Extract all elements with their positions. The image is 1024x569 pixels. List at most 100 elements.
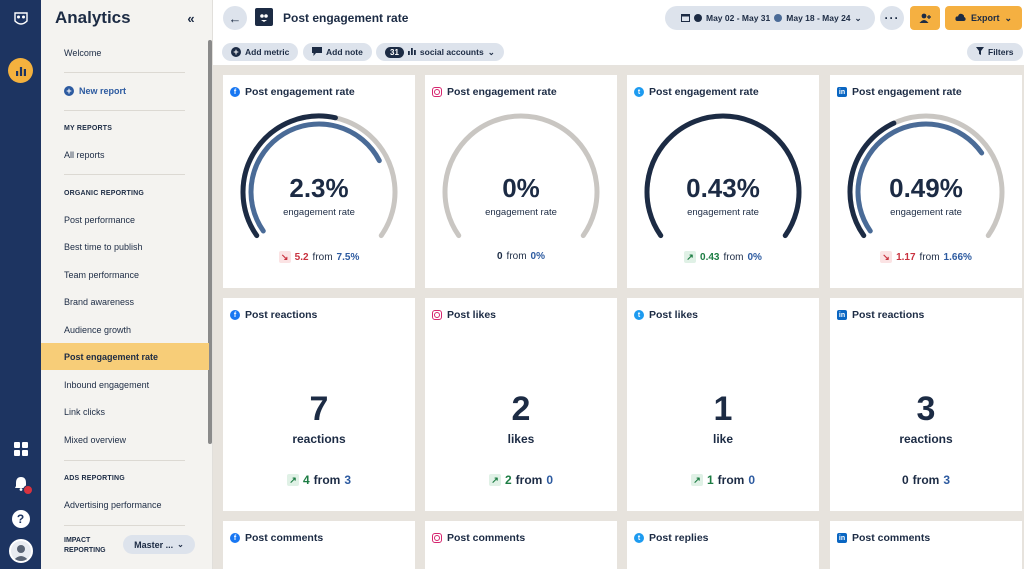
sidebar-item-all-reports[interactable]: All reports [64, 149, 105, 160]
chevron-down-icon: ⌄ [854, 12, 862, 23]
instagram-icon [432, 310, 442, 320]
more-options-icon[interactable]: ··· [880, 6, 904, 30]
sidebar-divider [64, 460, 185, 461]
instagram-icon [432, 87, 442, 97]
engagement-label: engagement rate [687, 207, 759, 218]
new-report-button[interactable]: + New report [64, 86, 126, 96]
metric-card: Post likes 2 likes ↗ 2 from 0 [425, 298, 617, 511]
comparison-row: ↗ 4 from 3 [223, 473, 415, 487]
card-title: in Post reactions [837, 309, 925, 321]
plus-icon: + [64, 86, 74, 96]
share-user-icon[interactable] [910, 6, 940, 30]
add-metric-button[interactable]: + Add metric [222, 43, 299, 61]
comparison-row: ↗ 2 from 0 [425, 473, 617, 487]
metric-label: likes [507, 432, 535, 446]
add-metric-label: Add metric [245, 47, 290, 57]
gauge-compare-arc [248, 121, 382, 234]
section-heading-my-reports: MY REPORTS [64, 125, 113, 132]
chevron-down-icon: ⌄ [1004, 12, 1013, 23]
sidebar-item-advertising-performance[interactable]: Advertising performance [64, 499, 162, 510]
user-avatar[interactable] [8, 538, 33, 563]
add-note-button[interactable]: Add note [303, 43, 372, 61]
trend-up-icon: ↗ [684, 251, 697, 263]
sidebar-item-mixed-overview[interactable]: Mixed overview [64, 434, 127, 445]
comparison-row: ↘ 1.17 from 1.66% [830, 251, 1022, 263]
sidebar-divider [64, 174, 185, 175]
metric-card: f Post reactions 7 reactions ↗ 4 from 3 [223, 298, 415, 511]
card-title: Post comments [432, 532, 525, 544]
card-title: t Post likes [634, 309, 698, 321]
metrics-grid: f Post engagement rate 2.3% engagement ra… [213, 66, 1024, 569]
gauge-compare-arc [855, 121, 985, 234]
card-title: f Post engagement rate [230, 86, 355, 98]
trend-down-icon: ↘ [880, 251, 893, 263]
metric-card: in Post reactions 3 reactions 0 from 3 [830, 298, 1022, 511]
engagement-gauge [240, 113, 398, 239]
engagement-value: 0.49% [889, 173, 963, 203]
page-title: Post engagement rate [283, 11, 409, 25]
card-title: Post engagement rate [432, 86, 557, 98]
date-range-primary: May 02 - May 31 [706, 13, 771, 23]
gauge-current-arc [644, 113, 802, 239]
trend-up-icon: ↗ [488, 474, 501, 486]
sidebar-item-inbound-engagement[interactable]: Inbound engagement [64, 379, 150, 390]
metric-card: Post comments [425, 521, 617, 569]
card-title: Post likes [432, 309, 496, 321]
sidebar-item-link-clicks[interactable]: Link clicks [64, 406, 106, 417]
sidebar-item-audience-growth[interactable]: Audience growth [64, 324, 132, 335]
cloud-download-icon [955, 13, 966, 24]
twitter-icon: t [634, 310, 644, 320]
engagement-value: 0.43% [686, 173, 760, 203]
engagement-label: engagement rate [890, 207, 962, 218]
app-rail: ? [0, 0, 41, 569]
apps-grid-icon[interactable] [8, 436, 33, 461]
trend-up-icon: ↗ [286, 474, 299, 486]
report-owl-icon [255, 8, 273, 26]
note-icon [312, 46, 322, 58]
date-range-picker[interactable]: May 02 - May 31 May 18 - May 24 ⌄ [665, 6, 875, 30]
help-icon[interactable]: ? [8, 506, 33, 531]
notifications-bell-icon[interactable] [8, 471, 33, 496]
linkedin-icon: in [837, 87, 847, 97]
sidebar-item-post-engagement-rate[interactable]: Post engagement rate [41, 343, 209, 370]
impact-report-select[interactable]: Master ... ⌄ [123, 535, 195, 554]
compare-range-swatch [774, 14, 783, 22]
export-button[interactable]: Export ⌄ [945, 6, 1022, 30]
collapse-sidebar-icon[interactable]: « [187, 10, 195, 26]
sidebar-divider [64, 525, 185, 526]
sidebar-item-welcome[interactable]: Welcome [64, 47, 102, 58]
export-label: Export [970, 13, 1000, 23]
engagement-label: engagement rate [283, 207, 355, 218]
sidebar-item-team-performance[interactable]: Team performance [64, 269, 140, 280]
back-arrow-icon[interactable]: ← [223, 6, 247, 30]
comparison-row: ↗ 1 from 0 [627, 473, 819, 487]
metric-label: like [712, 432, 733, 446]
linkedin-icon: in [837, 533, 847, 543]
sidebar-scrollbar[interactable] [208, 40, 212, 444]
date-range-compare: May 18 - May 24 [786, 13, 851, 23]
new-report-label: New report [79, 86, 127, 96]
metric-label: reactions [292, 432, 346, 446]
engagement-value: 2.3% [289, 173, 349, 203]
notification-badge [23, 485, 33, 495]
social-accounts-selector[interactable]: 31 social accounts ⌄ [376, 43, 504, 61]
filters-label: Filters [988, 47, 1014, 57]
section-heading-organic: ORGANIC REPORTING [64, 190, 145, 197]
analytics-nav-icon[interactable] [8, 58, 33, 83]
owl-logo-icon[interactable] [8, 6, 33, 31]
sidebar-item-brand-awareness[interactable]: Brand awareness [64, 296, 135, 307]
metric-label: reactions [899, 432, 953, 446]
sidebar-item-post-performance[interactable]: Post performance [64, 214, 136, 225]
calendar-icon [681, 13, 690, 24]
metric-value: 1 [713, 390, 733, 428]
card-title: in Post comments [837, 532, 931, 544]
gauge-current-arc [240, 113, 338, 239]
card-title: in Post engagement rate [837, 86, 962, 98]
metric-card: in Post comments [830, 521, 1022, 569]
sidebar-item-best-time[interactable]: Best time to publish [64, 241, 143, 252]
filters-button[interactable]: Filters [967, 43, 1023, 61]
card-title: f Post reactions [230, 309, 317, 321]
add-note-label: Add note [326, 47, 363, 57]
accounts-label: social accounts [419, 47, 484, 57]
facebook-icon: f [230, 87, 240, 97]
